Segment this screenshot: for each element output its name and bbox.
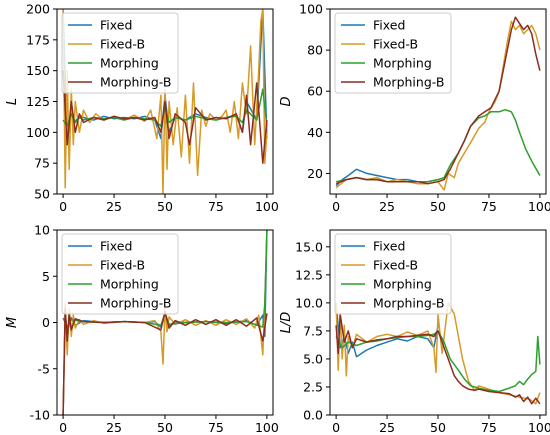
series-lines: [335, 16, 541, 191]
x-tick-label: 75: [481, 420, 497, 435]
legend-entry: Fixed: [373, 18, 405, 33]
y-tick-label: 0.0: [303, 408, 323, 423]
legend: Fixed Fixed-B Morphing Morphing-B: [334, 12, 452, 94]
legend-entry: Morphing: [373, 56, 432, 71]
legend-entry: Morphing-B: [100, 296, 171, 311]
y-tick-label: -10: [30, 408, 50, 423]
legend-entry: Morphing-B: [373, 296, 444, 311]
x-tick-label: 25: [379, 199, 395, 214]
legend: Fixed Fixed-B Morphing Morphing-B: [61, 233, 179, 315]
y-axis-label: D: [279, 96, 294, 106]
series-lines: [62, 9, 268, 194]
x-tick-label: 75: [481, 199, 497, 214]
x-tick-label: 100: [255, 420, 279, 435]
y-tick-label: 12.5: [295, 267, 323, 282]
x-tick-label: 50: [430, 199, 446, 214]
y-tick-label: 7.5: [303, 323, 323, 338]
series-line-morphing-b: [62, 307, 268, 415]
panel-moment: 0 25 50 75 100 -10 -5 0 5 10 M Fixed Fixed-B Morphing…: [5, 223, 279, 435]
legend: Fixed Fixed-B Morphing Morphing-B: [61, 12, 179, 94]
x-tick-label: 25: [106, 199, 122, 214]
x-tick-label: 50: [157, 199, 173, 214]
legend-entry: Fixed-B: [100, 258, 145, 273]
y-tick-label: 5: [42, 269, 50, 284]
x-tick-label: 75: [208, 199, 224, 214]
y-tick-label: 50: [34, 187, 50, 202]
y-tick-label: 150: [26, 63, 50, 78]
panel-lift-drag-ratio: 0 25 50 75 100 0.0 2.5 5.0 7.5 10.0 12.5 15.0 L/D Fix…: [279, 229, 550, 435]
y-tick-label: 100: [26, 125, 50, 140]
legend-entry: Fixed-B: [100, 37, 145, 52]
y-axis-label: M: [5, 317, 20, 328]
y-tick-label: 20: [307, 166, 323, 181]
y-axis-label: L: [5, 98, 20, 105]
legend-entry: Morphing: [373, 277, 432, 292]
y-tick-label: 75: [34, 156, 50, 171]
x-tick-label: 0: [59, 420, 67, 435]
series-line-fixed-b: [62, 9, 268, 194]
legend-frame: [334, 12, 452, 94]
series-line-morphing: [335, 330, 541, 393]
y-tick-label: 5.0: [303, 351, 323, 366]
x-tick-label: 100: [528, 199, 550, 214]
legend-entry: Morphing: [100, 277, 159, 292]
x-tick-label: 0: [332, 420, 340, 435]
y-axis-label: L/D: [279, 312, 294, 334]
y-tick-label: 200: [26, 2, 50, 17]
y-tick-label: 175: [26, 32, 50, 47]
panel-drag: 0 25 50 75 100 20 40 60 80 100 D Fixed Fixed-B Morphi…: [279, 2, 550, 215]
x-tick-label: 25: [106, 420, 122, 435]
panel-lift: 0 25 50 75 1005075100125150175200LFixedFixed…: [5, 2, 279, 215]
series-line-morphing-b: [62, 70, 268, 164]
series-line-morphing-b: [335, 16, 541, 185]
legend-frame: [61, 233, 179, 315]
y-tick-label: 10.0: [295, 295, 323, 310]
x-tick-label: 0: [59, 199, 67, 214]
y-tick-label: 0: [42, 315, 50, 330]
x-tick-label: 25: [379, 420, 395, 435]
y-tick-label: -5: [38, 361, 50, 376]
series-lines: [335, 302, 541, 405]
legend-frame: [334, 233, 452, 315]
y-tick-label: 60: [307, 84, 323, 99]
x-tick-label: 50: [430, 420, 446, 435]
x-tick-label: 50: [157, 420, 173, 435]
legend-entry: Fixed: [100, 18, 132, 33]
legend-entry: Fixed-B: [373, 37, 418, 52]
series-line-fixed-b: [62, 230, 268, 415]
legend-entry: Fixed-B: [373, 258, 418, 273]
y-tick-label: 125: [26, 94, 50, 109]
x-tick-label: 100: [255, 199, 279, 214]
x-tick-label: 75: [208, 420, 224, 435]
legend-entry: Morphing: [100, 56, 159, 71]
legend-entry: Morphing-B: [373, 75, 444, 90]
y-tick-label: 40: [307, 125, 323, 140]
y-tick-label: 2.5: [303, 379, 323, 394]
x-tick-label: 0: [332, 199, 340, 214]
legend-entry: Morphing-B: [100, 75, 171, 90]
legend-entry: Fixed: [373, 239, 405, 254]
x-tick-label: 100: [528, 420, 550, 435]
y-tick-label: 15.0: [295, 239, 323, 254]
series-line-morphing: [335, 108, 541, 183]
legend-entry: Fixed: [100, 239, 132, 254]
y-tick-label: 80: [307, 43, 323, 58]
legend-frame: [61, 12, 179, 94]
y-tick-label: 100: [299, 2, 323, 17]
series-line-morphing-b: [335, 313, 541, 405]
legend: Fixed Fixed-B Morphing Morphing-B: [334, 233, 452, 315]
y-tick-label: 10: [34, 223, 50, 238]
